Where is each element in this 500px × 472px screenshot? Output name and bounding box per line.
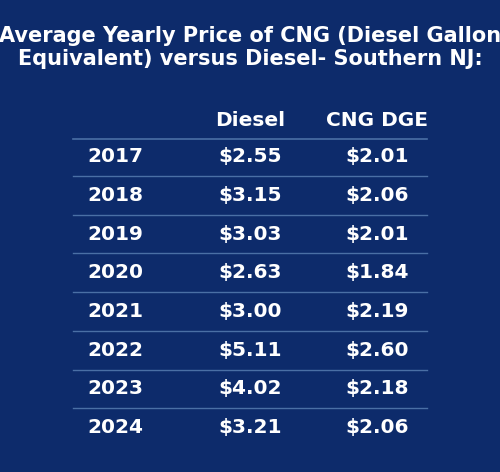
Text: $2.06: $2.06	[346, 186, 409, 205]
Text: $2.19: $2.19	[346, 302, 409, 321]
Text: 2017: 2017	[87, 147, 143, 166]
Text: $2.01: $2.01	[346, 225, 409, 244]
Text: 2023: 2023	[87, 379, 143, 398]
Text: $3.03: $3.03	[218, 225, 282, 244]
Text: $2.18: $2.18	[346, 379, 409, 398]
Text: $2.01: $2.01	[346, 147, 409, 166]
Text: 2024: 2024	[87, 418, 143, 437]
Text: 2021: 2021	[87, 302, 143, 321]
Text: $3.21: $3.21	[218, 418, 282, 437]
Text: 2022: 2022	[87, 341, 143, 360]
Text: Average Yearly Price of CNG (Diesel Gallon
Equivalent) versus Diesel- Southern N: Average Yearly Price of CNG (Diesel Gall…	[0, 26, 500, 69]
Text: $4.02: $4.02	[218, 379, 282, 398]
Text: 2018: 2018	[87, 186, 143, 205]
Text: $3.15: $3.15	[218, 186, 282, 205]
Text: CNG DGE: CNG DGE	[326, 111, 428, 130]
Text: $2.55: $2.55	[218, 147, 282, 166]
Text: $1.84: $1.84	[346, 263, 409, 282]
Text: $2.63: $2.63	[218, 263, 282, 282]
Text: $3.00: $3.00	[218, 302, 282, 321]
Text: $2.06: $2.06	[346, 418, 409, 437]
Text: 2020: 2020	[87, 263, 143, 282]
Text: $5.11: $5.11	[218, 341, 282, 360]
Text: Diesel: Diesel	[215, 111, 285, 130]
Text: 2019: 2019	[87, 225, 143, 244]
Text: $2.60: $2.60	[346, 341, 409, 360]
